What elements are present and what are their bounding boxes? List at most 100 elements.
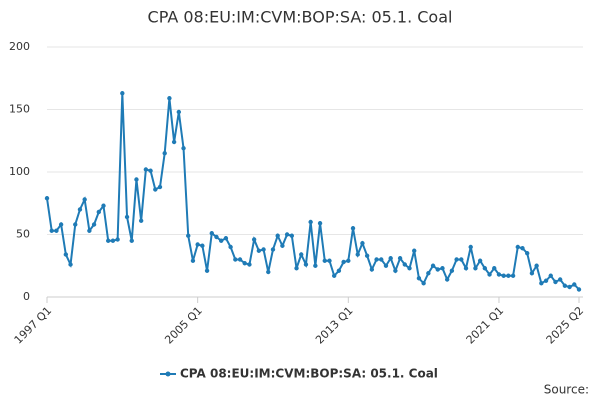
point <box>346 258 351 263</box>
point <box>341 259 346 265</box>
point <box>350 226 356 231</box>
point <box>317 221 323 226</box>
point <box>553 279 558 285</box>
point <box>157 184 163 190</box>
point <box>115 237 120 242</box>
point <box>477 258 483 263</box>
point <box>303 262 309 267</box>
legend-label: CPA 08:EU:IM:CVM:BOP:SA: 05.1. Coal <box>180 367 438 381</box>
point <box>543 278 549 283</box>
point <box>449 268 455 273</box>
point <box>162 151 167 156</box>
y-tick-label: 150 <box>9 103 30 116</box>
point <box>534 263 539 268</box>
point <box>355 252 360 257</box>
point <box>233 257 238 262</box>
point <box>200 243 205 248</box>
point <box>463 266 469 271</box>
point <box>576 287 582 292</box>
point <box>214 234 219 240</box>
point <box>228 244 233 250</box>
point <box>143 167 149 172</box>
point <box>87 228 92 233</box>
point <box>73 222 78 227</box>
point <box>397 256 403 261</box>
point <box>195 242 200 247</box>
point <box>266 269 271 275</box>
point <box>101 203 106 208</box>
point <box>49 228 54 233</box>
point <box>171 139 177 145</box>
point <box>176 109 182 115</box>
point <box>529 271 535 276</box>
point <box>459 257 464 262</box>
point <box>289 233 295 238</box>
point <box>440 266 445 271</box>
x-tick-label: 1997 Q1 <box>12 304 55 347</box>
point <box>388 256 393 261</box>
y-tick-label: 200 <box>9 40 30 53</box>
point <box>82 197 87 202</box>
point <box>515 244 520 250</box>
point <box>134 177 139 182</box>
point <box>496 272 502 277</box>
point <box>444 277 450 282</box>
point <box>487 272 492 277</box>
point <box>506 273 511 278</box>
point <box>261 247 266 252</box>
point <box>138 218 144 223</box>
point <box>402 262 408 267</box>
point <box>284 232 290 237</box>
point <box>525 251 530 256</box>
point <box>383 263 389 268</box>
point <box>539 281 544 286</box>
point <box>473 266 478 271</box>
point <box>237 257 243 262</box>
point <box>308 219 313 225</box>
point <box>379 257 384 262</box>
source: Source: <box>544 383 589 397</box>
y-tick-label: 0 <box>23 290 30 303</box>
point <box>54 228 59 233</box>
point <box>322 258 327 263</box>
point <box>426 271 431 276</box>
point <box>294 266 299 271</box>
point <box>44 196 50 201</box>
point <box>63 252 69 257</box>
legend-marker <box>165 371 171 377</box>
point <box>369 267 375 272</box>
point <box>520 246 525 251</box>
point <box>562 283 568 288</box>
point <box>360 241 365 246</box>
point <box>510 273 516 278</box>
point <box>247 262 252 267</box>
x-tick-label: 2013 Q1 <box>313 304 356 347</box>
point <box>58 222 64 227</box>
point <box>501 273 506 278</box>
point <box>124 214 130 220</box>
point <box>572 282 577 287</box>
point <box>421 281 426 286</box>
point <box>186 233 191 238</box>
point <box>299 252 304 257</box>
series-line <box>46 93 580 291</box>
point <box>223 236 229 241</box>
point <box>120 91 125 96</box>
point <box>482 266 488 271</box>
point <box>68 262 73 267</box>
point <box>412 248 417 253</box>
chart-title: CPA 08:EU:IM:CVM:BOP:SA: 05.1. Coal <box>148 8 453 27</box>
point <box>331 273 337 278</box>
point <box>91 222 97 227</box>
point <box>167 96 172 101</box>
point <box>153 187 158 192</box>
point <box>416 276 422 281</box>
point <box>251 237 257 242</box>
point <box>256 248 262 253</box>
point <box>393 268 398 273</box>
point <box>218 238 224 243</box>
y-tick-label: 50 <box>16 228 30 241</box>
point <box>77 207 83 212</box>
point <box>430 263 436 268</box>
point <box>148 168 153 173</box>
